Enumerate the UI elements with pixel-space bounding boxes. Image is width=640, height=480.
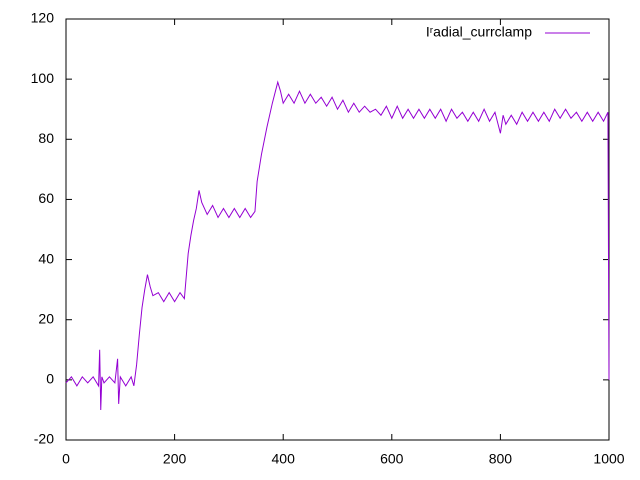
- y-tick-label: 20: [38, 310, 54, 326]
- x-tick-label: 600: [380, 451, 404, 467]
- x-tick-label: 400: [272, 451, 296, 467]
- y-tick-label: 80: [38, 130, 54, 146]
- x-tick-label: 200: [163, 451, 187, 467]
- y-tick-label: 40: [38, 250, 54, 266]
- x-tick-label: 1000: [593, 451, 624, 467]
- y-tick-label: 0: [46, 371, 54, 387]
- legend-label: Iʳadial_currclamp: [426, 24, 532, 40]
- x-tick-label: 0: [62, 451, 70, 467]
- y-tick-label: 100: [31, 70, 55, 86]
- x-tick-label: 800: [489, 451, 513, 467]
- y-tick-label: 120: [31, 10, 55, 26]
- plot-border: [65, 18, 610, 441]
- data-line: [65, 80, 610, 410]
- y-tick-label: -20: [34, 431, 54, 447]
- y-tick-label: 60: [38, 190, 54, 206]
